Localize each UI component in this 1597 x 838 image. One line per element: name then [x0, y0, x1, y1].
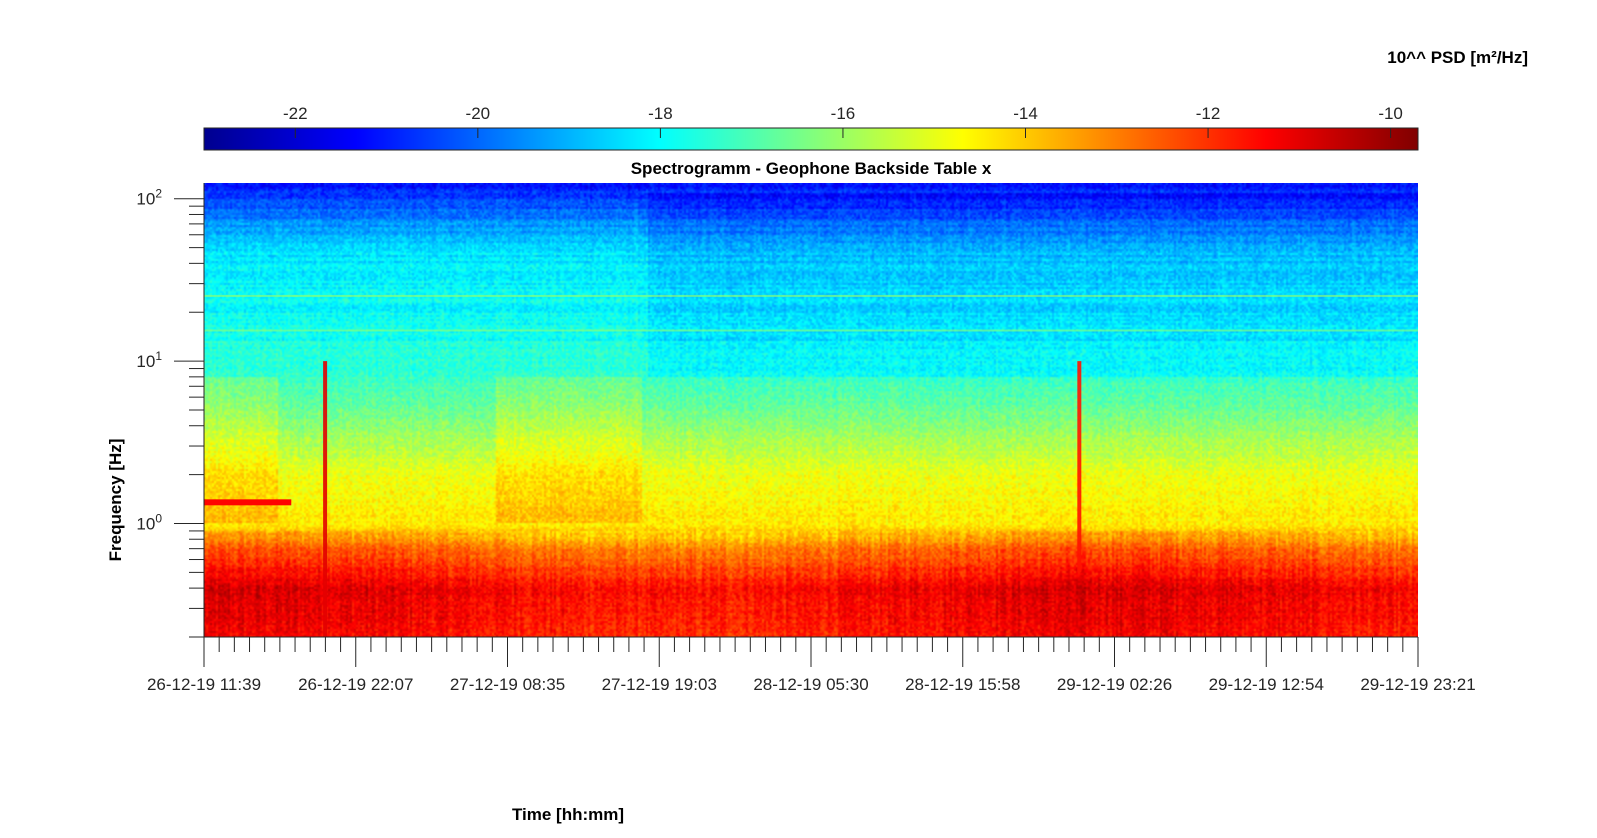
x-tick-label: 29-12-19 23:21: [1360, 675, 1475, 694]
colorbar-tick-label: -20: [466, 104, 491, 123]
colorbar-tick-label: -22: [283, 104, 308, 123]
feature-transient-2: [1077, 361, 1082, 573]
x-tick-label: 28-12-19 05:30: [753, 675, 868, 694]
colorbar: 10^^ PSD [m²/Hz] -22 -20 -18 -16 -14 -12 -10: [203, 48, 1528, 151]
colorbar-gradient: [203, 127, 1419, 151]
x-axis: 26-12-19 11:39 26-12-19 22:07 27-12-19 08:…: [147, 636, 1476, 694]
colorbar-tick-label: -10: [1378, 104, 1403, 123]
colorbar-tick-label: -12: [1196, 104, 1221, 123]
feature-tone-4: [204, 329, 1418, 332]
chart-title: Spectrogramm - Geophone Backside Table x: [631, 159, 992, 178]
x-tick-label: 29-12-19 12:54: [1209, 675, 1324, 694]
x-axis-label: Time [hh:mm]: [512, 805, 624, 824]
spectrogram-heatmap: [204, 183, 1418, 637]
spectrogram-features: [204, 294, 1418, 637]
x-tick-label: 28-12-19 15:58: [905, 675, 1020, 694]
colorbar-tick-label: -14: [1013, 104, 1038, 123]
plot-area: 100 101 102 26-12-19 11:39 26-12-19 22:07 27…: [136, 183, 1476, 694]
colorbar-ticks: -22 -20 -18 -16 -14 -12 -10: [283, 104, 1403, 138]
y-tick-label: 100: [136, 512, 162, 534]
x-tick-label: 27-12-19 19:03: [602, 675, 717, 694]
feature-transient-1: [323, 361, 328, 637]
feature-tone-0: [204, 499, 292, 506]
y-axis: 100 101 102: [136, 183, 205, 638]
x-tick-label: 27-12-19 08:35: [450, 675, 565, 694]
y-axis-label: Frequency [Hz]: [106, 439, 125, 562]
x-tick-label: 29-12-19 02:26: [1057, 675, 1172, 694]
x-tick-label: 26-12-19 11:39: [147, 675, 261, 694]
colorbar-tick-label: -18: [648, 104, 673, 123]
colorbar-label: 10^^ PSD [m²/Hz]: [1387, 48, 1528, 67]
y-tick-label: 102: [136, 187, 162, 209]
colorbar-tick-label: -16: [831, 104, 856, 123]
y-tick-label: 101: [136, 349, 162, 371]
x-tick-label: 26-12-19 22:07: [298, 675, 413, 694]
feature-tone-3: [204, 294, 1418, 297]
